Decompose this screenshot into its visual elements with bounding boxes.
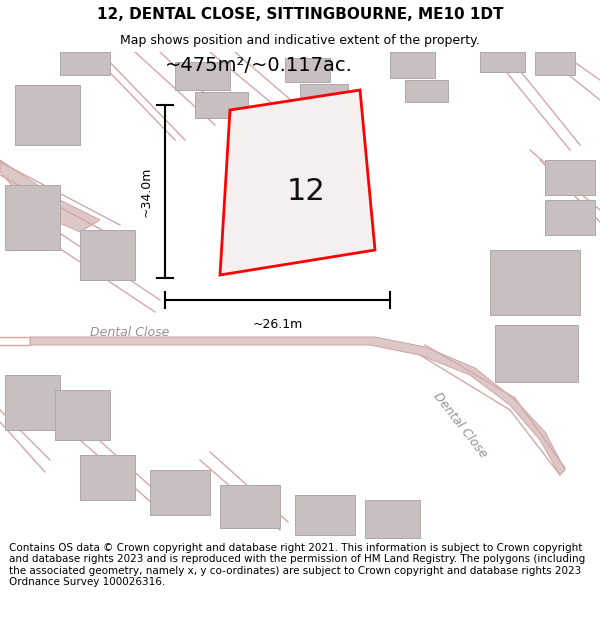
Text: ~34.0m: ~34.0m — [140, 166, 153, 217]
Polygon shape — [5, 185, 60, 250]
Polygon shape — [5, 375, 60, 430]
Polygon shape — [80, 230, 135, 280]
Text: Map shows position and indicative extent of the property.: Map shows position and indicative extent… — [120, 34, 480, 47]
Polygon shape — [545, 200, 595, 235]
Polygon shape — [390, 52, 435, 78]
Polygon shape — [495, 325, 578, 382]
Text: ~475m²/~0.117ac.: ~475m²/~0.117ac. — [165, 56, 353, 75]
Polygon shape — [365, 500, 420, 538]
Polygon shape — [0, 160, 100, 232]
Polygon shape — [195, 92, 248, 118]
Polygon shape — [405, 80, 448, 102]
Text: ~26.1m: ~26.1m — [253, 318, 302, 331]
Polygon shape — [220, 90, 375, 275]
Polygon shape — [55, 390, 110, 440]
Text: Dental Close: Dental Close — [430, 390, 490, 460]
Polygon shape — [150, 470, 210, 515]
Polygon shape — [535, 52, 575, 75]
Text: 12, DENTAL CLOSE, SITTINGBOURNE, ME10 1DT: 12, DENTAL CLOSE, SITTINGBOURNE, ME10 1D… — [97, 7, 503, 22]
Polygon shape — [285, 58, 330, 82]
Polygon shape — [175, 62, 230, 90]
Polygon shape — [15, 85, 80, 145]
Polygon shape — [30, 337, 565, 475]
Polygon shape — [60, 52, 110, 75]
Polygon shape — [300, 84, 348, 108]
Text: Dental Close: Dental Close — [91, 326, 170, 339]
Polygon shape — [490, 250, 580, 315]
Polygon shape — [220, 485, 280, 528]
Text: 12: 12 — [287, 177, 326, 206]
Polygon shape — [295, 495, 355, 535]
Polygon shape — [480, 52, 525, 72]
Text: Contains OS data © Crown copyright and database right 2021. This information is : Contains OS data © Crown copyright and d… — [9, 542, 585, 588]
Polygon shape — [545, 160, 595, 195]
Polygon shape — [80, 455, 135, 500]
